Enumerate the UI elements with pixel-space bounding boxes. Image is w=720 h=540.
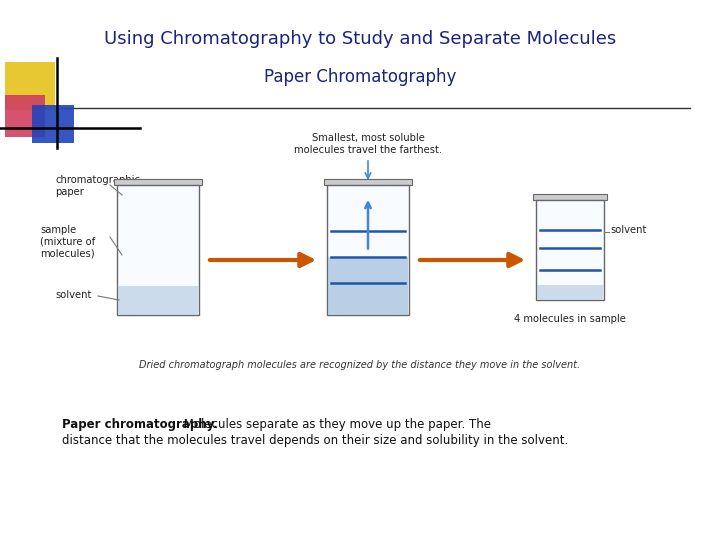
Text: distance that the molecules travel depends on their size and solubility in the s: distance that the molecules travel depen… <box>62 434 568 447</box>
Bar <box>117 185 199 315</box>
Text: Using Chromatography to Study and Separate Molecules: Using Chromatography to Study and Separa… <box>104 30 616 48</box>
Bar <box>533 194 607 200</box>
Text: Molecules separate as they move up the paper. The: Molecules separate as they move up the p… <box>180 418 491 431</box>
Bar <box>5 62 55 110</box>
Bar <box>324 179 412 185</box>
Bar <box>537 285 603 300</box>
Bar <box>536 200 604 300</box>
Text: Paper chromatography.: Paper chromatography. <box>62 418 217 431</box>
Text: Paper Chromatography: Paper Chromatography <box>264 68 456 86</box>
Text: solvent: solvent <box>610 225 647 235</box>
Bar <box>118 286 198 315</box>
Text: Dried chromatograph molecules are recognized by the distance they move in the so: Dried chromatograph molecules are recogn… <box>140 360 580 370</box>
Text: solvent: solvent <box>55 290 91 300</box>
Bar <box>328 256 408 315</box>
Bar <box>114 179 202 185</box>
Text: sample
(mixture of
molecules): sample (mixture of molecules) <box>40 225 95 258</box>
Text: Smallest, most soluble
molecules travel the farthest.: Smallest, most soluble molecules travel … <box>294 133 442 155</box>
Text: chromatographic
paper: chromatographic paper <box>55 175 140 197</box>
Bar <box>5 95 45 137</box>
Text: 4 molecules in sample: 4 molecules in sample <box>514 314 626 324</box>
Bar <box>327 185 409 315</box>
Bar <box>32 105 74 143</box>
